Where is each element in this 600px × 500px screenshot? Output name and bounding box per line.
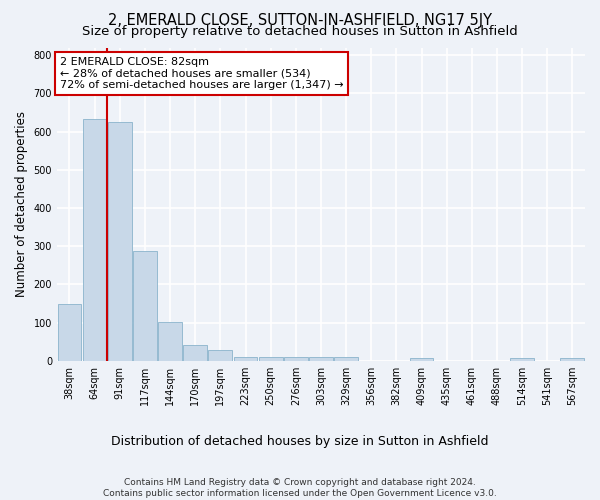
Y-axis label: Number of detached properties: Number of detached properties (15, 111, 28, 297)
Text: 2 EMERALD CLOSE: 82sqm
← 28% of detached houses are smaller (534)
72% of semi-de: 2 EMERALD CLOSE: 82sqm ← 28% of detached… (59, 57, 343, 90)
Bar (259, 356, 283, 361)
Bar (133, 250, 157, 361)
Bar (208, 350, 232, 361)
Bar (158, 322, 182, 361)
Bar (510, 358, 534, 361)
Bar (410, 358, 433, 361)
Text: Distribution of detached houses by size in Sutton in Ashfield: Distribution of detached houses by size … (111, 435, 489, 448)
Bar (233, 356, 257, 361)
Bar (284, 357, 308, 361)
Bar (58, 304, 82, 361)
Bar (108, 122, 132, 361)
Text: 2, EMERALD CLOSE, SUTTON-IN-ASHFIELD, NG17 5JY: 2, EMERALD CLOSE, SUTTON-IN-ASHFIELD, NG… (108, 12, 492, 28)
Bar (183, 344, 207, 361)
Bar (560, 358, 584, 361)
Text: Size of property relative to detached houses in Sutton in Ashfield: Size of property relative to detached ho… (82, 25, 518, 38)
Bar (309, 357, 333, 361)
Text: Contains HM Land Registry data © Crown copyright and database right 2024.
Contai: Contains HM Land Registry data © Crown c… (103, 478, 497, 498)
Bar (83, 120, 107, 361)
Bar (334, 357, 358, 361)
